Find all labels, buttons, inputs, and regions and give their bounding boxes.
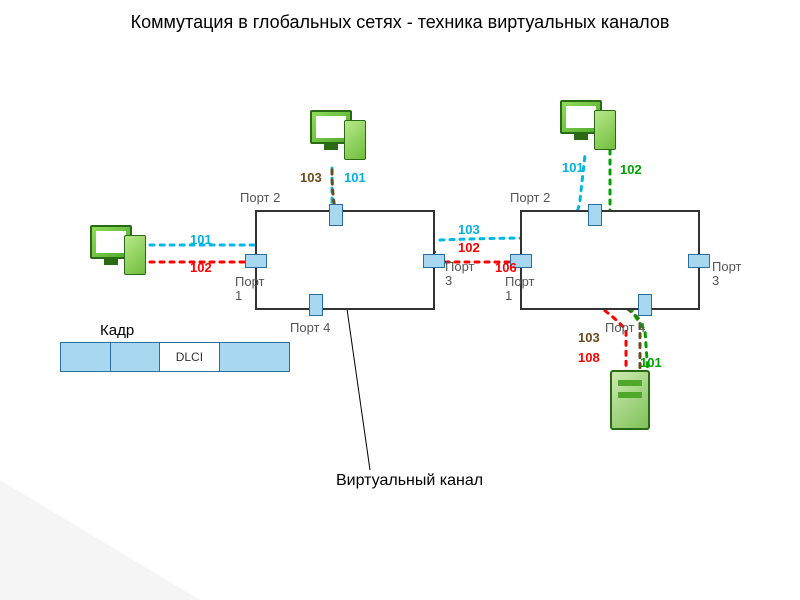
- port-bottom: [309, 294, 323, 316]
- dlci-field: DLCI: [160, 343, 219, 371]
- port-label: Порт3: [445, 260, 474, 289]
- frame-structure: DLCI: [60, 342, 290, 372]
- vc-number: 102: [458, 240, 480, 255]
- port-label: Порт3: [712, 260, 741, 289]
- switch-right: [520, 210, 700, 310]
- port-right: [688, 254, 710, 268]
- port-label: Порт1: [235, 275, 264, 304]
- vc-number: 101: [344, 170, 366, 185]
- page-title: Коммутация в глобальных сетях - техника …: [0, 12, 800, 33]
- frame-segment: [220, 343, 289, 371]
- vc-number: 108: [578, 350, 600, 365]
- vc-number: 103: [300, 170, 322, 185]
- port-label: Порт 2: [240, 190, 280, 205]
- switch-left: [255, 210, 435, 310]
- server-bottom: [610, 370, 650, 430]
- port-label: Порт1: [505, 275, 534, 304]
- port-left: [245, 254, 267, 268]
- port-top: [329, 204, 343, 226]
- vc-number: 103: [458, 222, 480, 237]
- virtual-channel-label: Виртуальный канал: [336, 472, 483, 490]
- computer-top-right: [560, 100, 620, 155]
- port-right: [423, 254, 445, 268]
- frame-label: Кадр: [100, 322, 134, 339]
- port-label: Порт 4: [605, 320, 645, 335]
- port-bottom: [638, 294, 652, 316]
- decorative-corner: [0, 480, 200, 600]
- vc-number: 106: [495, 260, 517, 275]
- port-label: Порт 4: [290, 320, 330, 335]
- port-label: Порт 2: [510, 190, 550, 205]
- vc-number: 102: [620, 162, 642, 177]
- frame-segment: [111, 343, 161, 371]
- vc-number: 101: [190, 232, 212, 247]
- vc-number: 102: [190, 260, 212, 275]
- vc-number: 103: [578, 330, 600, 345]
- computer-left: [90, 225, 150, 280]
- computer-top-left: [310, 110, 370, 165]
- port-top: [588, 204, 602, 226]
- frame-segment: [61, 343, 111, 371]
- vc-number: 101: [562, 160, 584, 175]
- vc-number: 101: [640, 355, 662, 370]
